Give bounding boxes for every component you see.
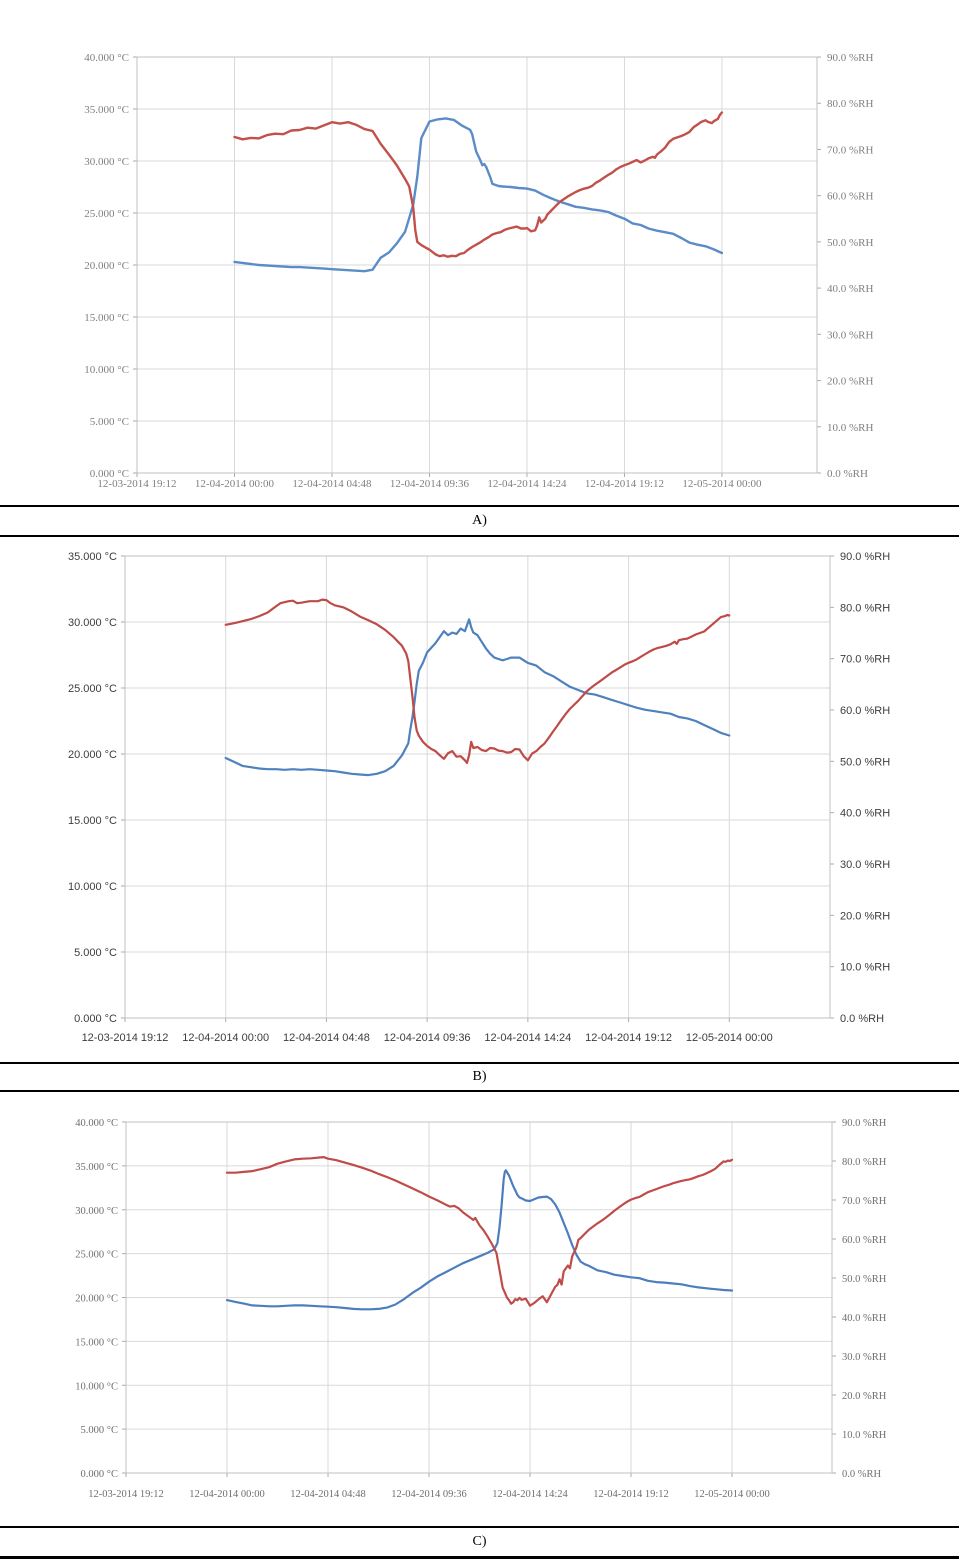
x-tick-label: 12-04-2014 00:00 — [189, 1489, 265, 1500]
left-axis-label: 30.000 °C — [84, 156, 129, 168]
plot-border — [125, 1121, 833, 1474]
right-axis-label: 70.0 %RH — [840, 654, 890, 666]
temperature-line — [233, 117, 724, 273]
humidity-line — [225, 1155, 734, 1307]
humidity-line — [233, 111, 724, 258]
left-axis-label: 5.000 °C — [74, 947, 117, 959]
left-axis-label: 25.000 °C — [75, 1250, 118, 1261]
right-axis-label: 10.0 %RH — [840, 962, 890, 974]
right-axis-label: 50.0 %RH — [842, 1274, 887, 1285]
caption-row-b: B) — [0, 1062, 959, 1092]
right-axis-label: 40.0 %RH — [842, 1313, 887, 1324]
right-axis-label: 50.0 %RH — [827, 237, 874, 249]
humidity-line — [224, 598, 731, 764]
x-tick-label: 12-05-2014 00:00 — [686, 1032, 773, 1044]
x-tick-label: 12-04-2014 19:12 — [585, 1032, 672, 1044]
right-axis-label: 50.0 %RH — [840, 756, 890, 768]
x-tick-label: 12-04-2014 04:48 — [283, 1032, 370, 1044]
right-axis-label: 30.0 %RH — [827, 329, 874, 341]
chart-panel-c: 12-03-2014 19:12 12-04-2014 00:00 12-04-20… — [8, 1092, 950, 1526]
plot-border — [136, 56, 818, 474]
caption-row-a: A) — [0, 505, 959, 537]
left-axis-label: 30.000 °C — [75, 1206, 118, 1217]
chart-panel-b: 12-03-2014 19:12 12-04-2014 00:00 12-04-20… — [8, 537, 950, 1062]
right-axis-label: 10.0 %RH — [842, 1430, 887, 1441]
x-tick-label: 12-04-2014 00:00 — [195, 478, 275, 490]
x-tick-label: 12-04-2014 09:36 — [390, 478, 470, 490]
left-axis-label: 35.000 °C — [68, 551, 117, 563]
chart-a-svg: 12-03-2014 19:12 12-04-2014 00:00 12-04-20… — [84, 52, 874, 490]
right-axis-label: 10.0 %RH — [827, 422, 874, 434]
x-tick-label: 12-04-2014 14:24 — [492, 1489, 568, 1500]
x-tick-label: 12-04-2014 14:24 — [484, 1032, 571, 1044]
left-axis-label: 5.000 °C — [81, 1425, 118, 1436]
right-axis-label: 20.0 %RH — [827, 376, 874, 388]
left-axis-label: 10.000 °C — [75, 1381, 118, 1392]
right-axis-label: 20.0 %RH — [842, 1391, 887, 1402]
right-axis-label: 60.0 %RH — [827, 191, 874, 203]
right-axis-label: 80.0 %RH — [842, 1157, 887, 1168]
left-axis-label: 20.000 °C — [75, 1294, 118, 1305]
left-axis-label: 40.000 °C — [84, 52, 129, 64]
left-axis-label: 5.000 °C — [90, 416, 129, 428]
left-axis-label: 0.000 °C — [90, 468, 129, 480]
x-tick-label: 12-04-2014 14:24 — [487, 478, 567, 490]
chart-caption-a: A) — [472, 513, 487, 528]
left-axis-label: 10.000 °C — [68, 881, 117, 893]
right-axis-label: 0.0 %RH — [842, 1469, 882, 1480]
x-tick-label: 12-04-2014 19:12 — [585, 478, 664, 490]
right-axis-label: 40.0 %RH — [827, 283, 874, 295]
left-axis-label: 10.000 °C — [84, 364, 129, 376]
left-axis-label: 25.000 °C — [68, 683, 117, 695]
left-axis-label: 25.000 °C — [84, 208, 129, 220]
right-axis-label: 90.0 %RH — [840, 551, 890, 563]
left-axis-label: 30.000 °C — [68, 617, 117, 629]
right-axis-label: 0.0 %RH — [827, 468, 868, 480]
right-axis-label: 90.0 %RH — [827, 52, 874, 64]
left-axis-label: 15.000 °C — [68, 815, 117, 827]
chart-panel-a: 12-03-2014 19:12 12-04-2014 00:00 12-04-20… — [8, 8, 950, 505]
left-axis-label: 40.000 °C — [75, 1118, 118, 1129]
caption-row-c: C) — [0, 1526, 959, 1559]
left-axis-label: 20.000 °C — [68, 749, 117, 761]
left-axis-label: 15.000 °C — [84, 312, 129, 324]
x-tick-label: 12-04-2014 09:36 — [391, 1489, 467, 1500]
left-axis-label: 35.000 °C — [75, 1162, 118, 1173]
temperature-line — [225, 1169, 734, 1311]
left-axis-label: 35.000 °C — [84, 104, 129, 116]
x-tick-label: 12-04-2014 04:48 — [292, 478, 372, 490]
plot-border — [124, 555, 831, 1019]
left-axis-label: 0.000 °C — [81, 1469, 118, 1480]
right-axis-label: 80.0 %RH — [840, 602, 890, 614]
x-tick-label: 12-03-2014 19:12 — [88, 1489, 164, 1500]
x-tick-label: 12-04-2014 04:48 — [290, 1489, 366, 1500]
chart-caption-b: B) — [472, 1069, 487, 1084]
chart-caption-c: C) — [472, 1534, 487, 1549]
right-axis-label: 90.0 %RH — [842, 1118, 887, 1129]
temperature-line — [224, 618, 731, 777]
x-tick-label: 12-03-2014 19:12 — [82, 1032, 169, 1044]
right-axis-label: 70.0 %RH — [827, 144, 874, 156]
right-axis-label: 60.0 %RH — [840, 705, 890, 717]
left-axis-label: 15.000 °C — [75, 1337, 118, 1348]
x-tick-label: 12-03-2014 19:12 — [97, 478, 176, 490]
x-tick-label: 12-05-2014 00:00 — [682, 478, 762, 490]
right-axis-label: 20.0 %RH — [840, 910, 890, 922]
x-tick-label: 12-04-2014 19:12 — [593, 1489, 669, 1500]
chart-c-svg: 12-03-2014 19:12 12-04-2014 00:00 12-04-20… — [75, 1118, 887, 1500]
left-axis-label: 0.000 °C — [74, 1013, 117, 1025]
right-axis-label: 30.0 %RH — [840, 859, 890, 871]
chart-b-svg: 12-03-2014 19:12 12-04-2014 00:00 12-04-20… — [68, 551, 890, 1044]
right-axis-label: 80.0 %RH — [827, 98, 874, 110]
right-axis-label: 60.0 %RH — [842, 1235, 887, 1246]
x-tick-label: 12-04-2014 09:36 — [384, 1032, 471, 1044]
right-axis-label: 70.0 %RH — [842, 1196, 887, 1207]
right-axis-label: 30.0 %RH — [842, 1352, 887, 1363]
left-axis-label: 20.000 °C — [84, 260, 129, 272]
x-tick-label: 12-04-2014 00:00 — [182, 1032, 269, 1044]
right-axis-label: 0.0 %RH — [840, 1013, 884, 1025]
x-tick-label: 12-05-2014 00:00 — [694, 1489, 770, 1500]
right-axis-label: 40.0 %RH — [840, 808, 890, 820]
